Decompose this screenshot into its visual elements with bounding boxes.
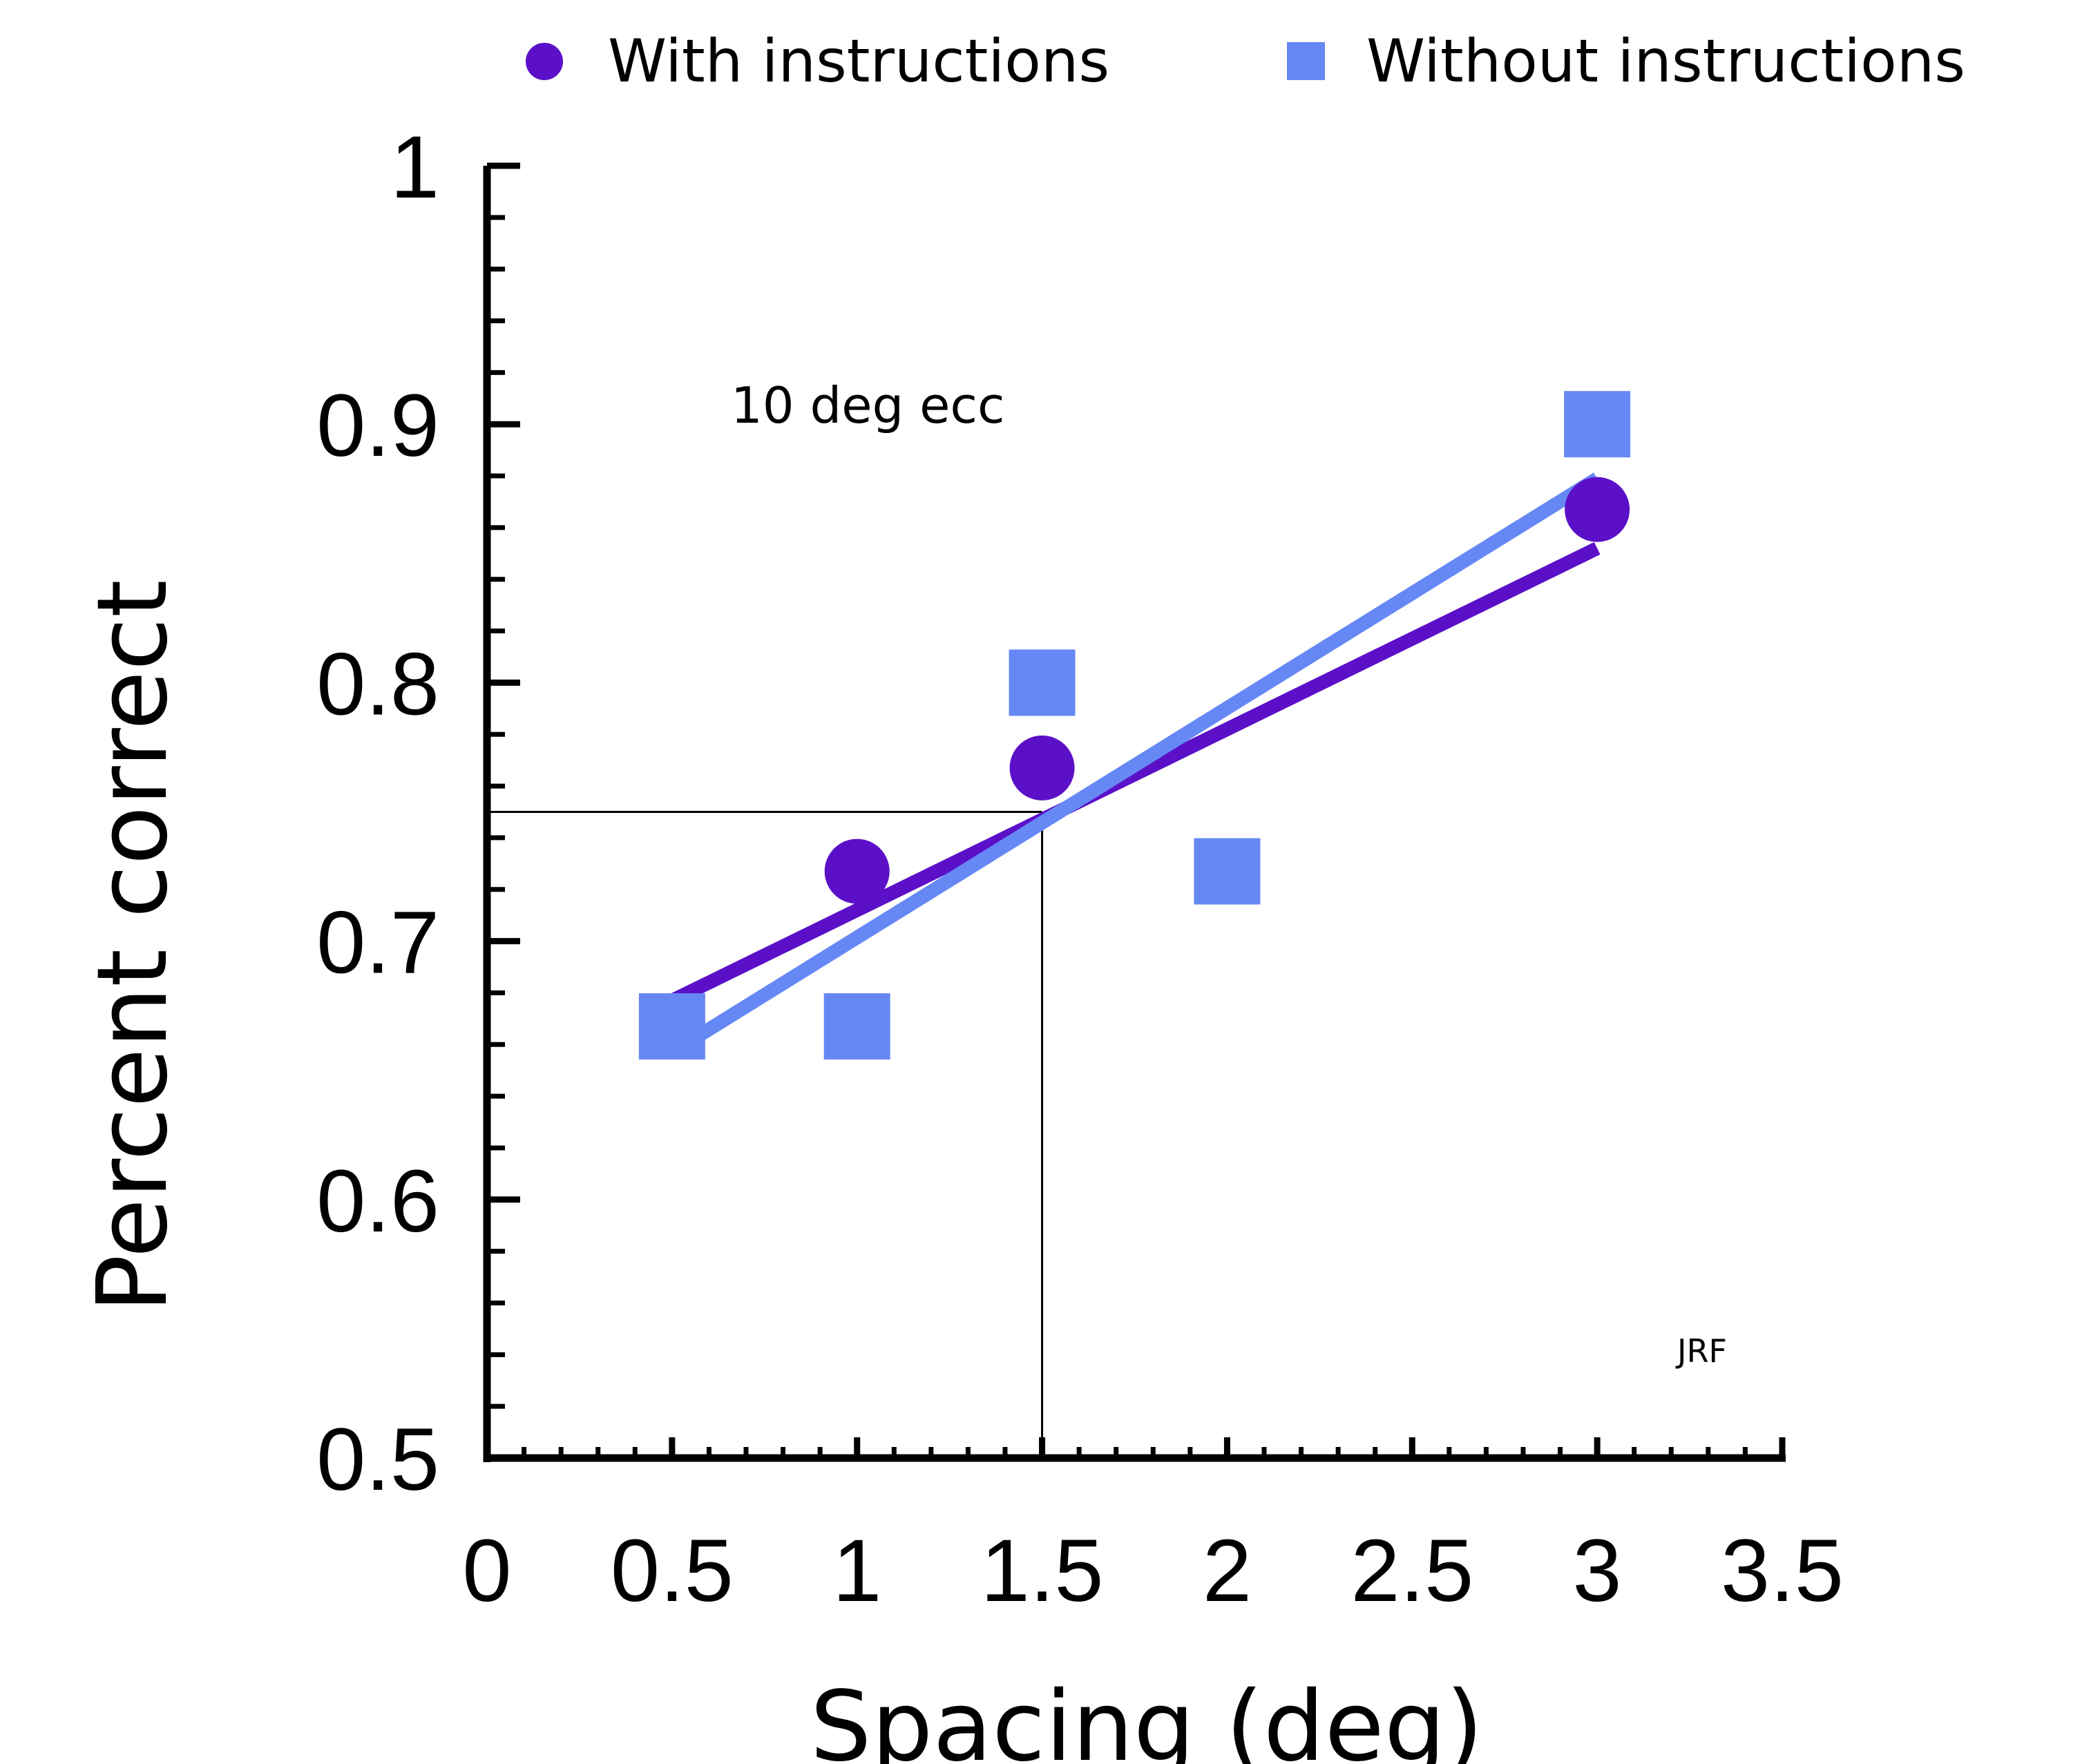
y-tick-label: 0.6 [316,1152,439,1251]
annotation-initials: JRF [1675,1332,1727,1370]
legend-marker-without-instructions [1287,42,1325,80]
tick-labels: 0.50.60.70.80.910 0.5 1 1.5 2 2.5 3 3.5 [316,118,1844,1620]
data-point-with-instructions [824,838,890,904]
fit-line-with-instructions [669,541,1601,1007]
y-tick-label: 1 [390,118,439,217]
reference-lines [487,811,1044,1458]
y-axis-title: Percent correct [77,579,189,1312]
x-tick-label: 0 [462,1522,511,1620]
data-point-without-instructions [1194,838,1261,905]
data-point-without-instructions [1564,391,1631,458]
x-tick-label: 3 [1573,1522,1622,1620]
x-tick-label: 3.5 [1721,1522,1844,1620]
legend-marker-with-instructions [526,43,563,80]
x-axis-title: Spacing (deg) [810,1671,1484,1764]
x-tick-label: 0.5 [611,1522,734,1620]
annotation-eccentricity: 10 deg ecc [731,376,1005,434]
data-point-without-instructions [1009,649,1076,716]
fit-lines [668,472,1601,1059]
x-tick-label: 2.5 [1350,1522,1473,1620]
legend-label-without-instructions: Without instructions [1366,27,1965,96]
data-point-without-instructions [823,993,890,1060]
data-point-without-instructions [638,993,705,1060]
legend: With instructions Without instructions [526,27,1965,96]
fit-line-without-instructions [668,472,1601,1059]
y-tick-label: 0.5 [316,1410,439,1509]
axes [483,162,1786,1462]
legend-label-with-instructions: With instructions [608,27,1109,96]
x-tick-label: 1.5 [981,1522,1104,1620]
data-markers [638,391,1631,1060]
y-tick-label: 0.7 [316,894,439,993]
y-tick-label: 0.9 [316,376,439,475]
data-point-with-instructions [1565,477,1630,542]
x-tick-label: 2 [1203,1522,1252,1620]
data-point-with-instructions [1009,735,1075,800]
x-tick-label: 1 [832,1522,881,1620]
y-tick-label: 0.8 [316,635,439,734]
